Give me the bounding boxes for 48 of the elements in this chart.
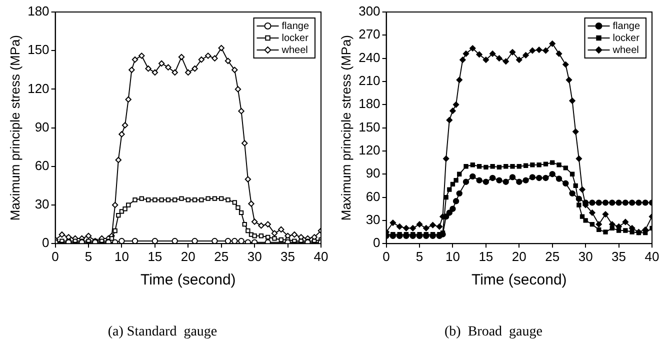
y-tick-label: 120 — [28, 80, 50, 96]
y-tick-label: 180 — [358, 96, 380, 112]
x-tick-label: 40 — [314, 248, 328, 264]
y-tick-label: 210 — [358, 73, 380, 88]
y-axis-title: Maximum principle stress (MPa) — [7, 34, 22, 221]
x-tick-label: 25 — [214, 248, 229, 264]
x-tick-label: 5 — [84, 248, 92, 264]
x-tick-label: 15 — [148, 248, 162, 264]
y-tick-label: 300 — [358, 4, 380, 19]
y-tick-label: 120 — [358, 142, 380, 158]
x-tick-label: 25 — [545, 248, 560, 264]
y-tick-label: 90 — [34, 119, 50, 134]
x-axis-title: Time (second) — [140, 271, 236, 288]
text: (b) Broad gauge — [444, 324, 542, 340]
x-tick-label: 10 — [114, 248, 129, 264]
y-tick-label: 150 — [358, 119, 380, 134]
legend-label: flange — [282, 20, 310, 32]
x-tick-label: 0 — [52, 248, 59, 264]
y-axis-title: Maximum principle stress (MPa) — [338, 34, 354, 221]
legend-label: locker — [612, 32, 640, 44]
x-tick-label: 30 — [247, 248, 262, 264]
x-tick-label: 35 — [612, 248, 626, 264]
y-tick-label: 0 — [42, 235, 50, 250]
x-tick-label: 10 — [445, 248, 460, 264]
y-tick-label: 240 — [358, 50, 380, 65]
text: (a) Standard gauge — [108, 324, 218, 340]
legend-label: wheel — [280, 44, 308, 56]
y-tick-label: 90 — [366, 166, 380, 181]
x-tick-label: 35 — [280, 248, 296, 264]
y-tick-label: 30 — [34, 196, 50, 212]
legend-label: wheel — [612, 44, 639, 56]
y-tick-label: 60 — [366, 188, 380, 204]
y-tick-label: 270 — [358, 26, 380, 42]
x-tick-label: 0 — [382, 248, 390, 264]
y-tick-label: 150 — [28, 42, 50, 58]
x-tick-label: 20 — [180, 248, 196, 264]
x-tick-label: 30 — [578, 248, 593, 264]
x-tick-label: 5 — [416, 248, 424, 264]
y-tick-label: 180 — [28, 4, 50, 19]
x-tick-label: 40 — [644, 248, 660, 264]
y-tick-label: 30 — [366, 212, 380, 228]
x-axis-title: Time (second) — [471, 271, 567, 288]
legend-label: locker — [282, 32, 310, 44]
x-tick-label: 15 — [478, 248, 494, 264]
x-tick-label: 20 — [512, 248, 526, 264]
y-tick-label: 0 — [373, 235, 380, 250]
y-tick-label: 60 — [34, 158, 50, 173]
legend-label: flange — [612, 20, 640, 32]
